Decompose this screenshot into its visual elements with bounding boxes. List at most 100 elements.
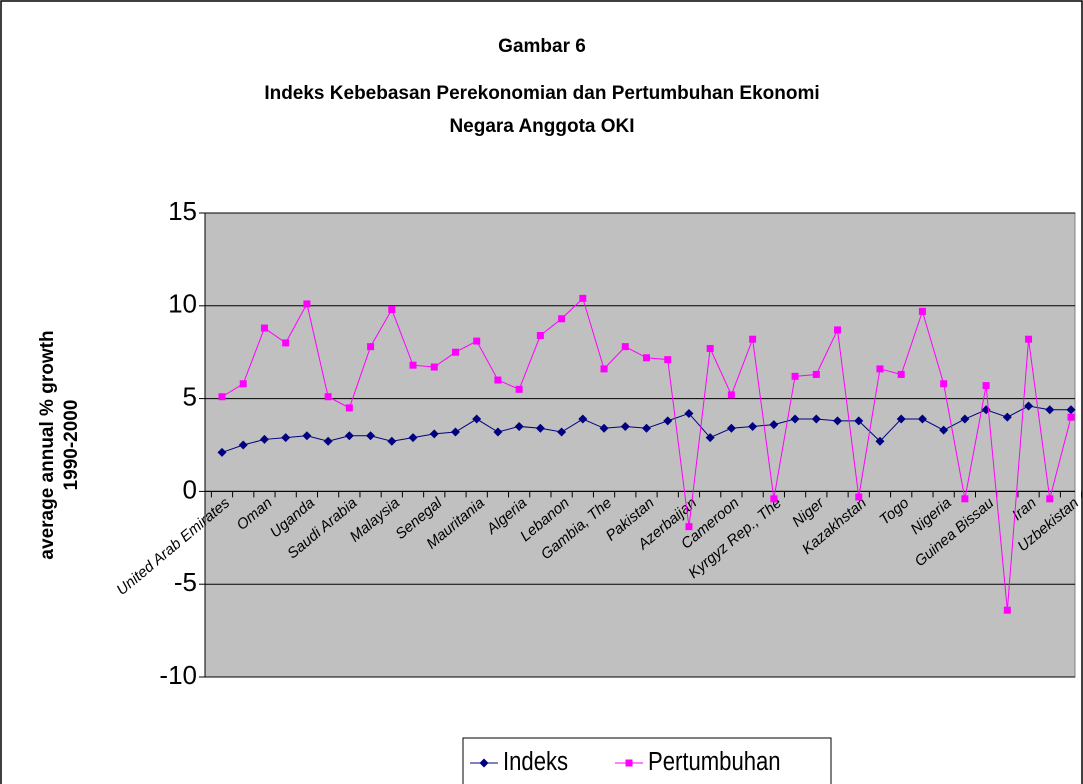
marker: [578, 414, 588, 424]
marker: [1024, 401, 1034, 411]
marker: [282, 339, 290, 347]
marker: [218, 393, 226, 401]
y-axis-title: average annual % growth: [37, 330, 58, 559]
marker: [387, 436, 397, 446]
y-tick-label: 15: [168, 196, 197, 226]
y-tick-label: -5: [174, 567, 197, 597]
marker: [599, 423, 609, 433]
marker: [625, 759, 633, 767]
marker: [260, 324, 268, 332]
marker: [706, 344, 714, 352]
marker: [896, 414, 906, 424]
y-tick-label: 0: [183, 474, 197, 504]
marker: [960, 414, 970, 424]
marker: [812, 370, 820, 378]
marker: [535, 423, 545, 433]
marker: [302, 431, 312, 441]
marker: [515, 385, 523, 393]
marker: [897, 370, 905, 378]
marker: [685, 523, 693, 531]
marker: [1003, 606, 1011, 614]
marker: [1002, 412, 1012, 422]
marker: [409, 361, 417, 369]
marker: [472, 414, 482, 424]
marker: [939, 425, 949, 435]
marker: [854, 416, 864, 426]
marker: [366, 431, 376, 441]
marker: [408, 433, 418, 443]
marker: [1025, 335, 1033, 343]
marker: [961, 495, 969, 503]
marker: [833, 416, 843, 426]
marker: [281, 433, 291, 443]
marker: [388, 306, 396, 314]
legend-label: Pertumbuhan: [648, 747, 781, 776]
marker: [727, 391, 735, 399]
marker: [876, 365, 884, 373]
marker: [430, 363, 438, 371]
marker: [600, 365, 608, 373]
marker: [726, 423, 736, 433]
marker: [663, 416, 673, 426]
chart-title: Gambar 6: [498, 36, 586, 57]
marker: [367, 343, 375, 351]
legend: Indeks Pertumbuhan: [462, 737, 832, 784]
marker: [940, 380, 948, 388]
marker: [643, 354, 650, 362]
marker: [917, 414, 927, 424]
marker: [1045, 405, 1055, 415]
marker: [323, 436, 333, 446]
marker: [344, 431, 354, 441]
marker: [769, 420, 779, 430]
marker: [536, 331, 544, 339]
marker: [790, 414, 800, 424]
marker: [558, 315, 566, 323]
marker: [451, 348, 459, 356]
marker: [1046, 495, 1054, 503]
marker: [579, 294, 587, 302]
marker: [918, 307, 926, 315]
marker: [621, 343, 629, 351]
marker: [875, 436, 885, 446]
y-axis-title: 1990-2000: [61, 400, 82, 491]
marker: [1067, 413, 1075, 421]
marker: [514, 421, 524, 431]
plot-area: [204, 212, 1076, 678]
marker: [748, 421, 758, 431]
marker: [770, 495, 778, 503]
marker: [811, 414, 821, 424]
marker: [345, 404, 353, 412]
y-tick-label: 10: [168, 289, 197, 319]
marker: [429, 429, 439, 439]
marker: [303, 300, 311, 308]
marker: [791, 372, 799, 380]
marker: [238, 440, 248, 450]
marker: [259, 434, 269, 444]
marker: [557, 427, 567, 437]
legend-box: [462, 737, 832, 784]
marker: [705, 433, 715, 443]
marker: [749, 335, 757, 343]
marker: [239, 380, 247, 388]
marker: [324, 393, 332, 401]
marker: [450, 427, 460, 437]
marker: [855, 493, 863, 501]
legend-label: Indeks: [503, 747, 568, 776]
marker: [834, 326, 842, 334]
marker: [473, 337, 481, 345]
marker: [479, 758, 489, 768]
y-tick-label: -10: [159, 660, 197, 690]
marker: [684, 408, 694, 418]
chart-title: Negara Anggota OKI: [449, 116, 634, 137]
chart-title: Indeks Kebebasan Perekonomian dan Pertum…: [264, 83, 819, 104]
marker: [642, 423, 651, 433]
marker: [217, 447, 227, 457]
marker: [1066, 405, 1076, 415]
marker: [493, 427, 503, 437]
marker: [664, 356, 672, 364]
marker: [982, 382, 990, 390]
marker: [494, 376, 502, 384]
y-tick-label: 5: [183, 381, 197, 411]
marker: [620, 421, 630, 431]
